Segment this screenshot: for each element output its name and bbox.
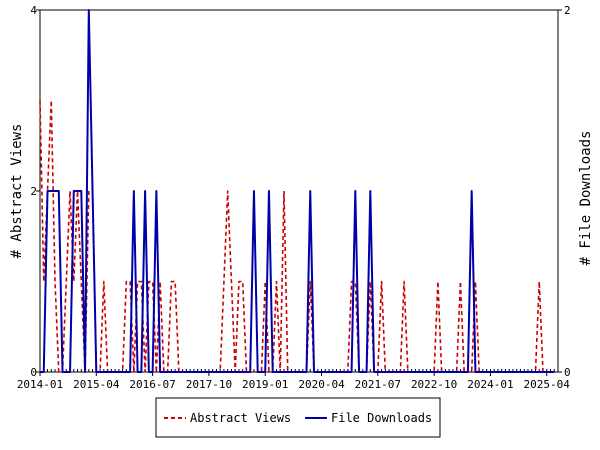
legend-label-file-downloads: File Downloads [331,411,432,425]
x-tick-label: 2017-10 [186,378,232,391]
x-tick-label: 2020-04 [298,378,345,391]
series-layer [39,9,555,373]
x-tick-label: 2025-04 [524,378,571,391]
legend-label-abstract-views: Abstract Views [190,411,291,425]
y-left-tick-label: 2 [30,185,37,198]
y-right-axis-title: # File Downloads [578,131,594,266]
y-right-tick-label: 0 [564,366,571,379]
x-tick-label: 2024-01 [467,378,513,391]
legend: Abstract Views File Downloads [155,397,441,438]
y-left-tick-label: 4 [30,4,37,17]
x-tick-label: 2022-10 [411,378,457,391]
x-tick-label: 2021-07 [355,378,401,391]
y-left-axis-title: # Abstract Views [9,124,25,259]
plot-frame [39,9,559,373]
series-line-file-downloads [40,9,555,373]
x-tick-label: 2015-04 [73,378,120,391]
y-right-tick-label: 2 [564,4,571,17]
tick-labels: 2014-01 2015-04 2016-07 2017-10 2019-01 2020-… [17,4,571,391]
x-tick-label: 2016-07 [129,378,175,391]
legend-box [155,397,441,438]
x-tick-label: 2014-01 [17,378,63,391]
y-left-tick-label: 0 [30,366,37,379]
x-tick-label: 2019-01 [242,378,288,391]
